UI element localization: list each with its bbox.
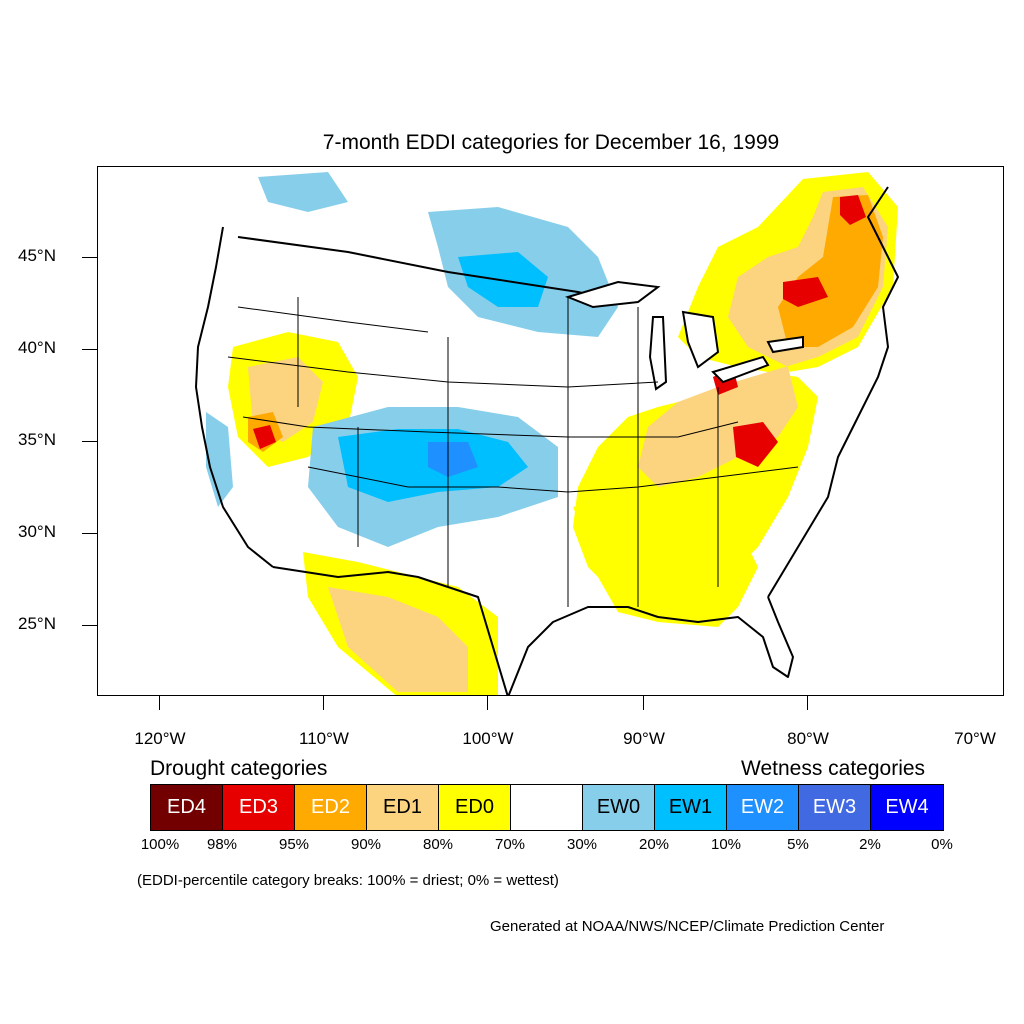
lat-tick [82,349,97,350]
lat-label: 45°N [18,246,56,265]
border-us-mexico [272,566,509,695]
drought-heading: Drought categories [150,757,328,780]
legend-box-ew3: EW3 [799,785,871,830]
coastlines-and-borders [195,186,899,695]
lat-label: 25°N [18,614,56,633]
region-ed1-southwest [328,587,468,692]
lon-label: 70°W [954,729,996,748]
lon-tick [159,696,160,710]
legend-box-ed2: ED2 [295,785,367,830]
region-ed3-kentucky [733,422,778,467]
lon-label: 90°W [623,729,665,748]
great-lakes [564,280,804,391]
lat-tick [82,625,97,626]
percent-break-label: 10% [710,836,742,853]
lake-ontario [766,335,804,354]
lat-tick [82,441,97,442]
eddi-map [195,172,899,695]
lake-huron [681,310,720,369]
breaks-note: (EDDI-percentile category breaks: 100% =… [137,872,559,889]
wetness-heading: Wetness categories [741,757,926,780]
percent-break-label: 0% [931,836,953,853]
category-shading [206,172,898,695]
category-legend: ED4 ED3 ED2 ED1 ED0 EW0 EW1 EW2 EW3 EW4 [150,784,944,831]
legend-box-ew2: EW2 [727,785,799,830]
coastline-pacific [195,226,274,568]
legend-box-ed1: ED1 [367,785,439,830]
state-lines [227,297,799,607]
credit-line: Generated at NOAA/NWS/NCEP/Climate Predi… [490,918,885,935]
lake-erie [711,355,770,384]
legend-box-neutral [511,785,583,830]
legend-box-ed0: ED0 [439,785,511,830]
lon-tick [643,696,644,710]
percent-break-label: 5% [787,836,809,853]
coastline-gulf [507,596,794,695]
percent-break-label: 98% [206,836,238,853]
region-ed2-northeast [778,195,883,347]
region-ew0-montana [258,172,348,212]
lon-label: 120°W [134,729,186,748]
percent-break-label: 90% [350,836,382,853]
percent-break-label: 95% [278,836,310,853]
lon-tick [323,696,324,710]
map-title: 7-month EDDI categories for December 16,… [322,131,780,154]
lon-label: 80°W [787,729,829,748]
legend-box-ed4: ED4 [151,785,223,830]
lon-tick [807,696,808,710]
lon-label: 110°W [299,729,349,748]
lat-label: 40°N [18,338,56,357]
region-ed3-maine [840,195,866,225]
lake-michigan [648,316,668,391]
region-ew2-plains [428,442,478,477]
legend-box-ed3: ED3 [223,785,295,830]
legend-box-ew4: EW4 [871,785,943,830]
map-panel [97,166,1004,696]
lat-tick [82,533,97,534]
region-ed3-california [253,425,276,449]
legend-box-ew1: EW1 [655,785,727,830]
lake-superior [564,280,661,309]
lon-label: 100°W [462,729,514,748]
percent-break-label: 80% [422,836,454,853]
percent-break-label: 20% [638,836,670,853]
lat-tick [82,257,97,258]
region-ew0-westcoast [206,412,233,507]
coastline-atlantic [767,186,899,598]
percent-break-label: 100% [140,836,180,853]
legend-box-ew0: EW0 [583,785,655,830]
percent-break-label: 70% [494,836,526,853]
lon-tick [487,696,488,710]
lat-label: 35°N [18,430,56,449]
percent-break-label: 30% [566,836,598,853]
region-ed0-gulf [598,567,738,627]
region-ed3-ny [783,277,828,307]
percent-break-label: 2% [859,836,881,853]
lat-label: 30°N [18,522,56,541]
